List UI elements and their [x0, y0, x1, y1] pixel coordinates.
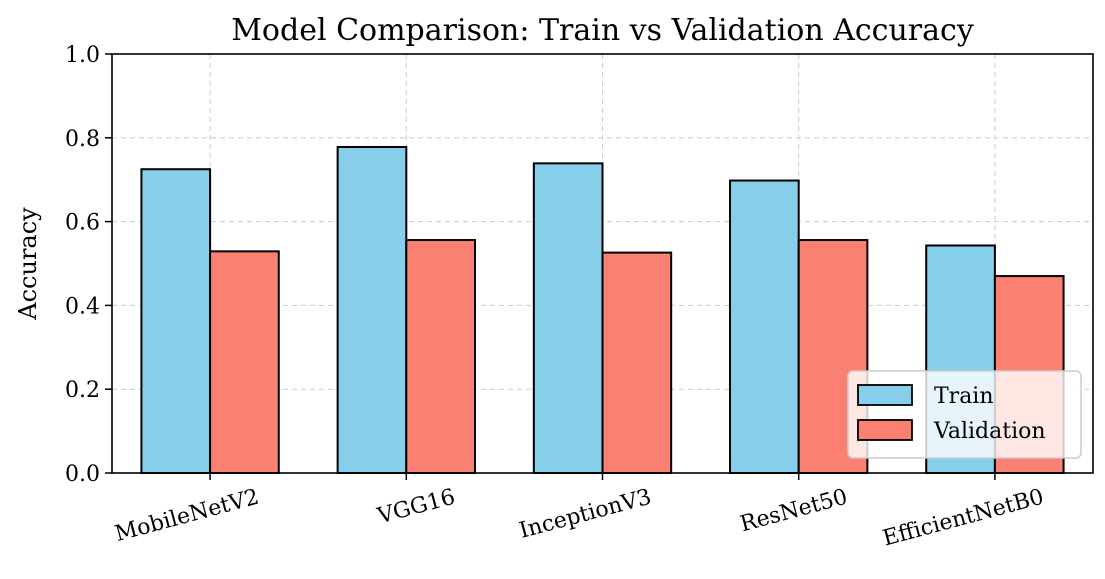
legend-label-validation: Validation — [933, 419, 1046, 444]
x-tick-label: VGG16 — [374, 485, 458, 530]
bar-train-resnet50 — [729, 179, 800, 474]
bar-train-vgg16 — [336, 146, 408, 474]
legend-label-train: Train — [934, 384, 994, 409]
y-tick-label: 1.0 — [65, 43, 100, 68]
x-tick-label: EfficientNetB0 — [880, 485, 1046, 552]
bar-validation-vgg16 — [405, 239, 476, 474]
y-tick-label: 0.2 — [65, 378, 100, 403]
bar-train-inceptionv3 — [532, 162, 604, 474]
y-tick-label: 0.0 — [65, 462, 100, 487]
legend-swatch-train — [857, 384, 913, 406]
x-tick-label: MobileNetV2 — [112, 485, 261, 547]
y-axis-label: Accuracy — [14, 207, 42, 321]
bars — [140, 146, 1065, 474]
x-tick-label: ResNet50 — [738, 485, 851, 538]
legend: Train Validation — [847, 370, 1082, 459]
x-tick-label: InceptionV3 — [517, 485, 654, 544]
y-axis: 0.0 0.2 0.4 0.6 0.8 1.0 — [65, 43, 112, 487]
x-axis: MobileNetV2 VGG16 InceptionV3 ResNet50 Effic… — [112, 473, 1046, 552]
bar-validation-mobilenetv2 — [209, 250, 280, 474]
y-tick-label: 0.4 — [65, 294, 100, 319]
chart-title: Model Comparison: Train vs Validation Ac… — [231, 13, 974, 48]
y-tick-label: 0.8 — [65, 127, 100, 152]
legend-swatch-validation — [857, 419, 913, 441]
bar-validation-inceptionv3 — [601, 251, 673, 474]
y-tick-label: 0.6 — [65, 211, 100, 236]
bar-train-mobilenetv2 — [140, 168, 212, 474]
